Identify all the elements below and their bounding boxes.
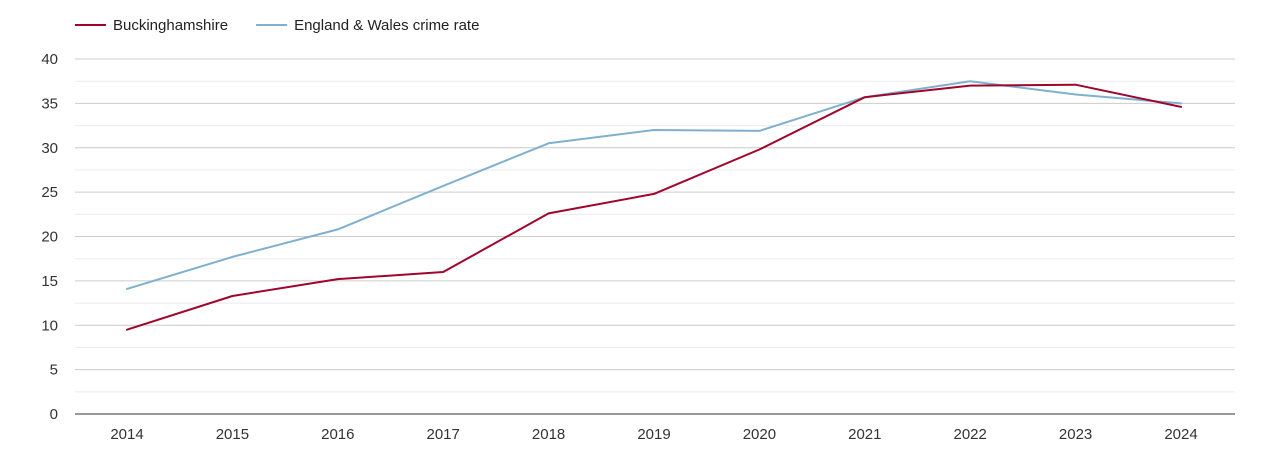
- y-tick-label: 20: [41, 229, 58, 246]
- y-tick-label: 30: [41, 140, 58, 157]
- y-tick-label: 10: [41, 317, 58, 334]
- legend: Buckinghamshire England & Wales crime rat…: [75, 17, 479, 34]
- x-tick-label: 2019: [637, 426, 670, 443]
- x-tick-label: 2020: [743, 426, 776, 443]
- series-line-2[interactable]: [126, 80, 1182, 290]
- y-tick-label: 40: [41, 51, 58, 68]
- y-tick-label: 15: [41, 273, 58, 290]
- series-lines: [126, 80, 1182, 331]
- legend-item[interactable]: England & Wales crime rate: [256, 17, 479, 34]
- x-tick-label: 2015: [216, 426, 249, 443]
- x-tick-label: 2016: [321, 426, 354, 443]
- x-tick-label: 2018: [532, 426, 565, 443]
- y-tick-label: 5: [50, 362, 58, 379]
- series-line-1[interactable]: [126, 83, 1182, 331]
- x-tick-label: 2023: [1059, 426, 1092, 443]
- y-axis: 0 5 10 15 20 25 30 35 40: [41, 51, 58, 423]
- x-tick-label: 2017: [427, 426, 460, 443]
- y-tick-label: 35: [41, 95, 58, 112]
- x-tick-label: 2024: [1164, 426, 1197, 443]
- x-tick-label: 2022: [954, 426, 987, 443]
- x-axis: 2014 2015 2016 2017 2018 2019 2020 2021 2022 2023…: [110, 426, 1197, 443]
- y-tick-label: 25: [41, 184, 58, 201]
- legend-item[interactable]: Buckinghamshire: [75, 17, 228, 34]
- legend-label: Buckinghamshire: [113, 17, 228, 34]
- x-tick-label: 2021: [848, 426, 881, 443]
- legend-label: England & Wales crime rate: [294, 17, 479, 34]
- y-tick-label: 0: [50, 406, 58, 423]
- x-tick-label: 2014: [110, 426, 143, 443]
- grid: [75, 58, 1235, 415]
